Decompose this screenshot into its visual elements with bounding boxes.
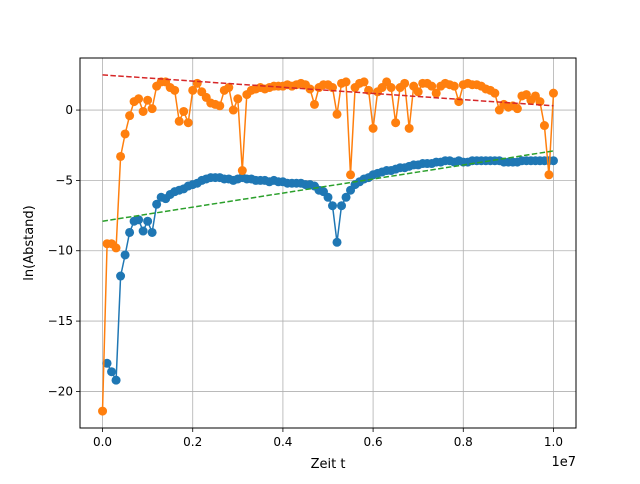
series-2-point <box>404 123 414 133</box>
series-1-point <box>120 250 130 260</box>
series-2-point <box>224 83 234 93</box>
series-2-point <box>328 83 338 93</box>
series-2-point <box>237 166 247 176</box>
plot-frame <box>79 57 577 429</box>
series-1-point <box>107 367 117 377</box>
series-2-point <box>512 104 522 114</box>
x-tick-label: 0.2 <box>183 435 202 449</box>
series-2-point <box>359 77 369 87</box>
x-tick-label: 0.6 <box>364 435 383 449</box>
series-1-point <box>337 201 347 211</box>
series-2-point <box>346 170 356 180</box>
x-offset-label: 1e7 <box>551 455 576 470</box>
grid <box>80 58 576 428</box>
y-axis-label: ln(Abstand) <box>22 205 37 280</box>
series-3-fit-line <box>102 150 554 222</box>
x-tick-label: 0.4 <box>273 435 292 449</box>
x-tick-label: 0.8 <box>454 435 473 449</box>
series-2-point <box>413 87 423 97</box>
series-2-point <box>134 94 144 104</box>
y-tick-label: −20 <box>48 384 73 398</box>
series-2-point <box>125 111 135 121</box>
series-1-point <box>548 156 558 166</box>
series-2-point <box>427 81 437 91</box>
series-2-point <box>188 85 198 95</box>
series-2-point <box>386 83 396 93</box>
ticks: 0.0 0.2 0.4 0.6 0.8 1.0 −20 −15 −10 −5 0 <box>48 103 563 449</box>
x-tick-label: 1.0 <box>544 435 563 449</box>
series-1-point <box>147 227 157 237</box>
series-2-point <box>309 99 319 109</box>
series-1-point <box>116 271 126 281</box>
series-2-point <box>490 88 500 98</box>
series-2-point <box>544 170 554 180</box>
series-2-point <box>391 118 401 128</box>
series-2-point <box>535 97 545 107</box>
series-2-point <box>548 88 558 98</box>
y-tick-label: −10 <box>48 244 73 258</box>
series-2-point <box>332 109 342 119</box>
series-2-point <box>228 105 238 115</box>
series-1-point <box>134 215 144 225</box>
series-1-point <box>138 226 148 236</box>
series-2-point <box>116 151 126 161</box>
series-1-point <box>143 216 153 226</box>
series-1-point <box>125 227 135 237</box>
series-2-point <box>400 78 410 88</box>
series-layer <box>98 74 558 416</box>
series-2-point <box>98 406 108 416</box>
series-2-point <box>183 118 193 128</box>
series-2-point <box>368 123 378 133</box>
series-1-point <box>102 358 112 368</box>
series-1-point <box>328 201 338 211</box>
series-1-point <box>323 192 333 202</box>
x-axis-label: Zeit t <box>311 457 346 472</box>
series-2-point <box>431 88 441 98</box>
series-2-point <box>233 94 243 104</box>
series-2-point <box>179 106 189 116</box>
series-1-point <box>152 199 162 209</box>
series-2-point <box>120 129 130 139</box>
y-tick-label: −5 <box>55 173 73 187</box>
series-2-point <box>341 77 351 87</box>
y-tick-label: −15 <box>48 314 73 328</box>
y-tick-label: 0 <box>65 103 73 117</box>
series-2-point <box>449 81 459 91</box>
series-2-point <box>454 97 464 107</box>
series-1-point <box>332 237 342 247</box>
series-1-point <box>341 192 351 202</box>
series-2-point <box>215 101 225 111</box>
series-2-point <box>111 243 121 253</box>
series-1-point <box>111 375 121 385</box>
series-2-point <box>174 116 184 126</box>
x-tick-label: 0.0 <box>93 435 112 449</box>
series-2-point <box>143 95 153 105</box>
series-2-point <box>539 121 549 131</box>
series-2-point <box>147 104 157 114</box>
series-4-fit-line <box>102 74 554 107</box>
series-2-point <box>192 78 202 88</box>
series-2-point <box>170 85 180 95</box>
series-2-point <box>138 106 148 116</box>
